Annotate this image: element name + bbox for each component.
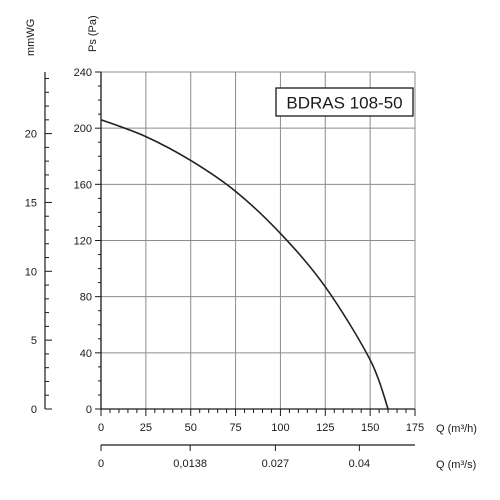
y-tick-label: 40 bbox=[80, 348, 92, 360]
y-axis-title: Ps (Pa) bbox=[87, 15, 99, 52]
x-tick-label: 50 bbox=[185, 422, 197, 434]
x-tick-label: 150 bbox=[361, 422, 379, 434]
y2-tick-label: 15 bbox=[25, 197, 37, 209]
x2-tick-label: 0.04 bbox=[349, 458, 370, 470]
model-label: BDRAS 108-50 bbox=[286, 94, 402, 113]
x-tick-label: 75 bbox=[229, 422, 241, 434]
curve-layer bbox=[100, 118, 389, 410]
y-tick-label: 120 bbox=[74, 236, 92, 248]
x-tick-label: 25 bbox=[140, 422, 152, 434]
x-axis-secondary-title: Q (m³/s) bbox=[436, 459, 476, 471]
y-tick-label: 200 bbox=[74, 123, 92, 135]
y-tick-label: 80 bbox=[80, 292, 92, 304]
y-axis-secondary-title: mmWG bbox=[25, 19, 37, 56]
y2-tick-label: 20 bbox=[25, 129, 37, 141]
x-axis-title: Q (m³/h) bbox=[436, 423, 477, 435]
x2-tick-label: 0 bbox=[98, 458, 104, 470]
y-tick-label: 240 bbox=[74, 67, 92, 79]
y2-tick-label: 0 bbox=[31, 404, 37, 416]
performance-curve bbox=[100, 118, 389, 410]
x2-tick-label: 0.027 bbox=[262, 458, 290, 470]
x-tick-label: 125 bbox=[316, 422, 334, 434]
axes bbox=[44, 71, 416, 451]
x-tick-label: 175 bbox=[406, 422, 424, 434]
grid-lines bbox=[100, 71, 416, 410]
x-tick-label: 0 bbox=[98, 422, 104, 434]
y-tick-label: 160 bbox=[74, 179, 92, 191]
x2-tick-label: 0,0138 bbox=[173, 458, 207, 470]
y2-tick-label: 5 bbox=[31, 335, 37, 347]
x-tick-label: 100 bbox=[271, 422, 289, 434]
model-label-box: BDRAS 108-50 bbox=[275, 87, 414, 117]
y2-tick-label: 10 bbox=[25, 266, 37, 278]
y-tick-label: 0 bbox=[86, 404, 92, 416]
